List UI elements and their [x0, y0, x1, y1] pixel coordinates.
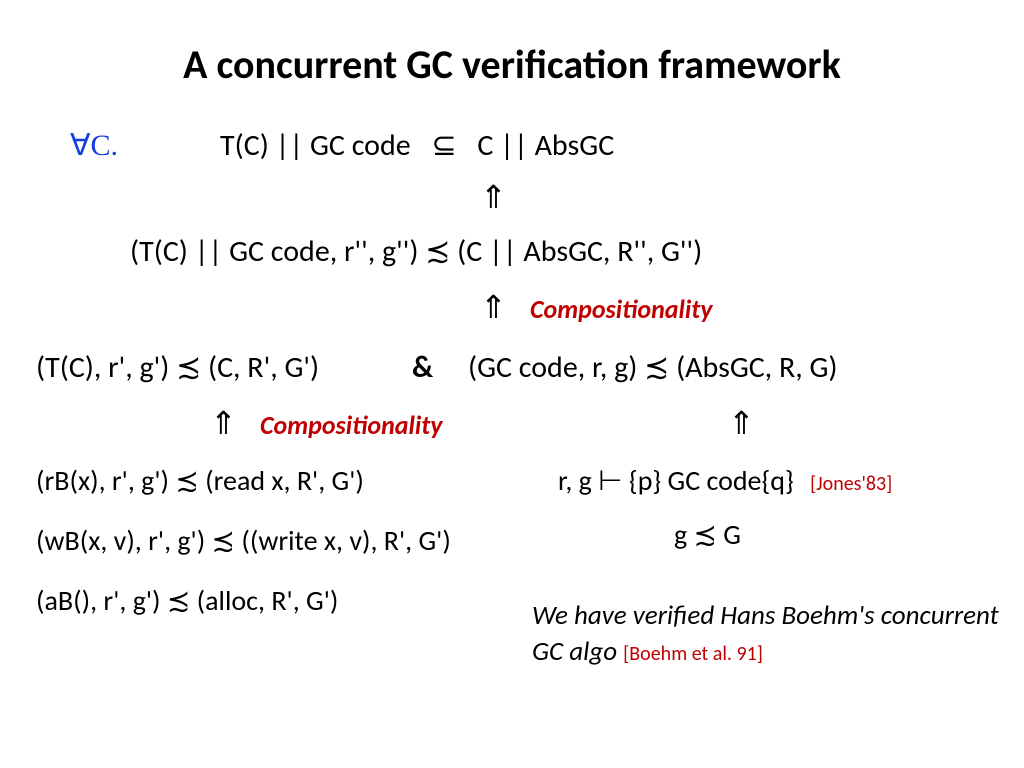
refinement-parallel: (T(C) || GC code, r'', g'') ≾ (C || AbsG… [130, 234, 702, 270]
hoare-triple: r, g ⊢ {p} GC code{q} [558, 463, 794, 498]
refinement-client: (T(C), r', g') ≾ (C, R', G') [36, 350, 319, 386]
conjunction-amp: & [412, 350, 433, 386]
write-barrier-refine: (wB(x, v), r', g') ≾ ((write x, v), R', … [36, 524, 451, 558]
guarantee-refine: g ≾ G [674, 518, 741, 552]
line1-right: C || AbsGC [477, 127, 614, 164]
alloc-barrier-refine: (aB(), r', g') ≾ (alloc, R', G') [36, 584, 338, 618]
read-barrier-refine: (rB(x), r', g') ≾ (read x, R', G') [36, 464, 364, 498]
boehm-claim-text: We have verified Hans Boehm's concurrent… [532, 599, 999, 668]
compositionality-label-2: Compositionality [260, 410, 443, 441]
subset-symbol: ⊆ [431, 129, 456, 162]
implies-up-1: ⇑ [480, 178, 507, 216]
boehm-citation: [Boehm et al. 91] [623, 642, 763, 666]
implies-up-2: ⇑ [480, 288, 507, 326]
implies-up-4: ⇑ [728, 404, 755, 442]
line1-left: T(C) || GC code [220, 127, 411, 164]
implies-up-3: ⇑ [210, 404, 237, 442]
compositionality-label-1: Compositionality [530, 294, 713, 325]
forall-quantifier: ∀C. [70, 129, 118, 162]
slide-title: A concurrent GC verification framework [36, 40, 988, 89]
jones-citation: [Jones'83] [810, 472, 892, 496]
refinement-gc: (GC code, r, g) ≾ (AbsGC, R, G) [468, 350, 838, 386]
